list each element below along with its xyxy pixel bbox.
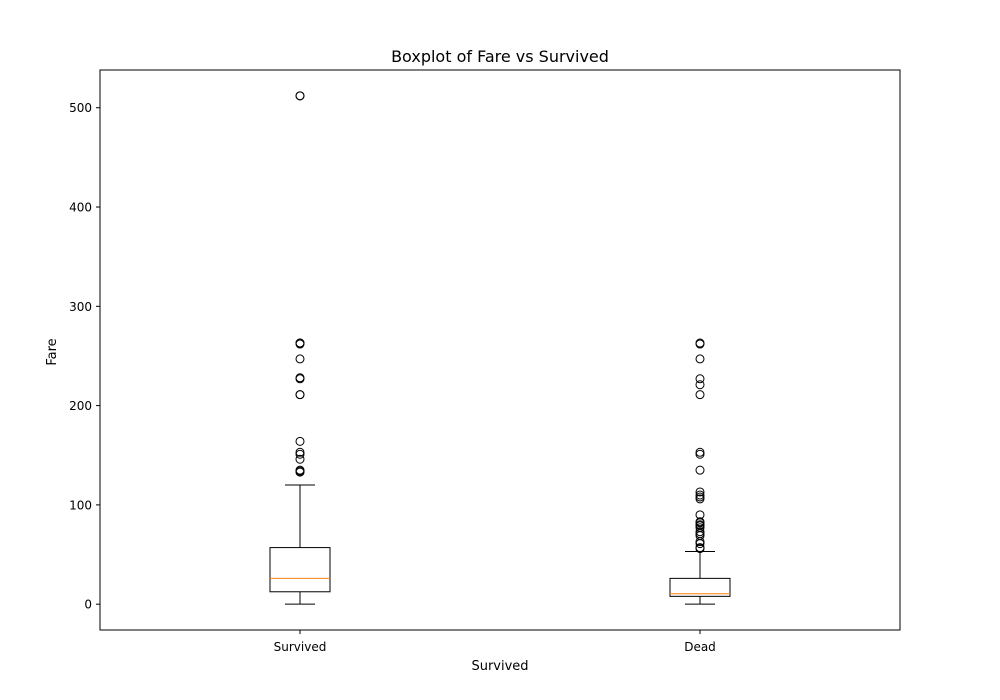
outlier-point [695,447,705,457]
outlier-point [695,543,705,553]
iqr-box [669,577,731,597]
outlier-point [695,380,705,390]
outlier-point [295,436,305,446]
outlier-point [695,354,705,364]
outlier-point [295,354,305,364]
y-tick-label: 100 [69,498,92,512]
box-group-survived [269,91,331,605]
y-axis-label: Fare [45,338,60,365]
x-tick-label: Survived [274,640,327,654]
outlier-point [695,487,705,497]
x-axis: Survived Dead [274,630,716,654]
chart-title: Boxplot of Fare vs Survived [391,47,609,66]
y-tick-label: 500 [69,101,92,115]
outlier-point [695,465,705,475]
y-tick-label: 0 [84,598,92,612]
plot-marks [269,91,731,605]
y-tick-label: 300 [69,300,92,314]
box-group-dead [669,338,731,605]
outlier-point [695,517,705,527]
outlier-point [295,449,305,459]
y-tick-label: 200 [69,399,92,413]
plot-frame [99,69,901,631]
outlier-point [295,338,305,348]
x-tick-label: Dead [684,640,716,654]
x-axis-label: Survived [471,659,528,674]
outlier-point [295,390,305,400]
outlier-point [295,373,305,383]
iqr-box [269,547,331,593]
outlier-point [695,374,705,384]
outlier-point [295,447,305,457]
y-axis: 0 100 200 300 400 500 [69,101,100,612]
outlier-point [295,91,305,101]
outlier-point [695,338,705,348]
outlier-point [695,390,705,400]
outlier-point [695,510,705,520]
outlier-point [695,449,705,459]
outlier-point [695,490,705,500]
y-tick-label: 400 [69,201,92,215]
outlier-point [295,454,305,464]
outlier-point [695,527,705,537]
outlier-point [295,465,305,475]
